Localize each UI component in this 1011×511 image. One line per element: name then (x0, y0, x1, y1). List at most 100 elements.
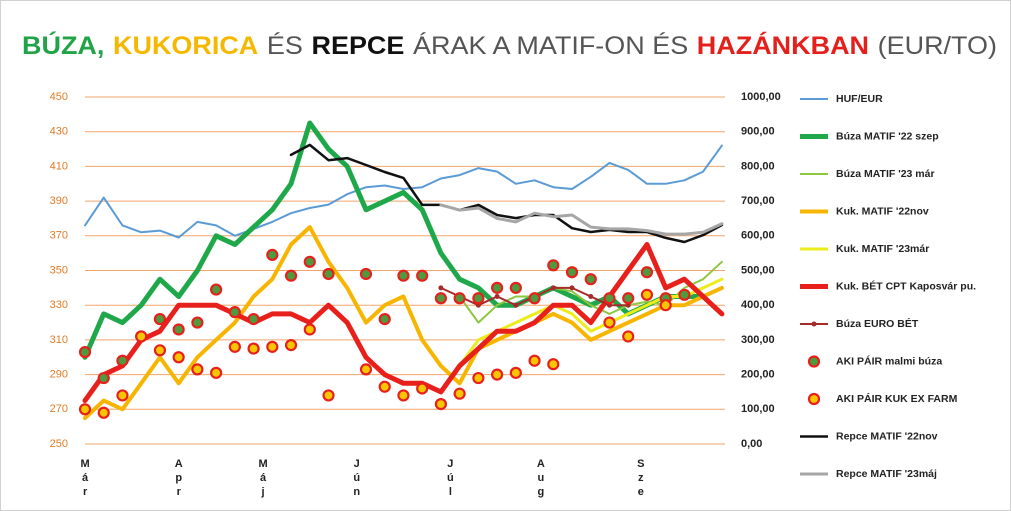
scatter-point (640, 266, 654, 279)
x-tick-label: Máj (257, 458, 269, 500)
scatter-point (284, 339, 298, 352)
scatter-point (397, 269, 410, 282)
title-part: HAZÁNKBAN (697, 31, 869, 60)
scatter-point (116, 389, 129, 402)
scatter-point (584, 273, 597, 286)
y-tick-label: 250 (50, 438, 68, 450)
scatter-point (640, 288, 654, 301)
scatter-point (603, 292, 616, 305)
y-tick-label: 450 (50, 91, 68, 103)
scatter-point (547, 358, 560, 371)
series-line (458, 277, 724, 368)
line-marker (494, 294, 500, 300)
y-tick-label: 350 (50, 264, 68, 276)
scatter-point (622, 330, 635, 343)
x-tick-label: Júl (444, 458, 456, 500)
y2-tick-label: 700,00 (741, 195, 775, 207)
scatter-point (78, 345, 92, 359)
scatter-point (378, 312, 391, 326)
title-part: REPCE (312, 32, 405, 60)
scatter-point (490, 368, 504, 381)
chart-title: BÚZA, KUKORICA ÉS REPCE ÁRAK A MATIF-ON ÉS HA… (22, 30, 997, 60)
legend-label: Kuk. BÉT CPT Kaposvár pu. (836, 279, 976, 292)
series-line (82, 242, 725, 404)
legend-marker (811, 321, 817, 327)
title-part: (EUR/TO) (878, 32, 997, 60)
series-line (83, 225, 724, 420)
legend-label: AKI PÁIR malmi búza (836, 354, 942, 367)
scatter-point (172, 351, 185, 364)
scatter-point (228, 306, 241, 319)
scatter-point (678, 288, 691, 301)
title-part: ÉS (267, 31, 303, 60)
y-tick-label: 430 (50, 126, 68, 138)
scatter-point (153, 344, 167, 357)
scatter-point (378, 380, 391, 393)
scatter-point (303, 323, 316, 336)
line-marker (550, 285, 556, 291)
scatter-point (509, 281, 522, 294)
legend-marker (807, 355, 821, 368)
y2-tick-label: 900,00 (741, 126, 775, 138)
scatter-point (247, 342, 260, 355)
y-tick-label: 290 (50, 369, 68, 381)
legend-label: Búza MATIF '23 már (836, 168, 935, 180)
scatter-point (97, 371, 110, 385)
y2-tick-label: 1000,00 (741, 91, 781, 103)
y2-tick-label: 100,00 (741, 403, 775, 415)
scatter-point (416, 382, 429, 395)
legend-label: Búza EURO BÉT (836, 317, 919, 330)
y2-tick-label: 800,00 (741, 160, 775, 172)
scatter-point (472, 292, 485, 305)
scatter-point (172, 323, 185, 336)
scatter-point (528, 292, 541, 305)
scatter-point (434, 292, 448, 305)
scatter-point (622, 292, 635, 305)
scatter-point (191, 363, 204, 376)
scatter-point (603, 316, 616, 329)
scatter-point (97, 406, 110, 419)
scatter-point (210, 283, 223, 296)
x-tick-label: Jún (351, 458, 363, 500)
scatter-point (266, 248, 279, 261)
scatter-point (547, 259, 560, 272)
legend-label: Kuk. MATIF '23már (836, 243, 929, 255)
scatter-point (322, 267, 335, 281)
y-tick-label: 390 (50, 195, 68, 207)
series-line (458, 260, 723, 324)
legend-label: Búza MATIF '22 szep (836, 130, 939, 142)
scatter-point (565, 266, 579, 279)
scatter-point (210, 366, 223, 379)
series-line (84, 144, 723, 239)
legend-marker (807, 392, 821, 406)
scatter-point (284, 269, 298, 282)
scatter-point (453, 387, 466, 400)
scatter-point (266, 340, 279, 353)
scatter-point (228, 340, 241, 353)
line-marker (513, 302, 519, 308)
title-part: KUKORICA (113, 32, 258, 60)
line-marker (588, 294, 594, 300)
y-tick-label: 330 (50, 299, 68, 311)
scatter-point (416, 269, 429, 282)
y2-tick-label: 600,00 (741, 230, 775, 242)
scatter-point (397, 389, 410, 402)
scatter-point (153, 312, 167, 326)
legend-label: HUF/EUR (836, 93, 883, 105)
x-tick-label: Sze (635, 458, 647, 500)
y-tick-label: 410 (50, 160, 68, 172)
scatter-point (78, 403, 92, 416)
title-part: BÚZA, (22, 30, 104, 60)
y2-tick-label: 0,00 (741, 438, 762, 450)
scatter-point (116, 354, 129, 367)
x-tick-label: Aug (535, 458, 547, 500)
scatter-point (472, 371, 485, 385)
x-tick-label: Apr (173, 458, 185, 500)
scatter-point (528, 354, 541, 367)
scatter-point (659, 299, 672, 312)
scatter-point (135, 330, 148, 343)
x-tick-label: Már (79, 458, 91, 500)
scatter-point (191, 316, 204, 329)
scatter-point (303, 255, 316, 268)
